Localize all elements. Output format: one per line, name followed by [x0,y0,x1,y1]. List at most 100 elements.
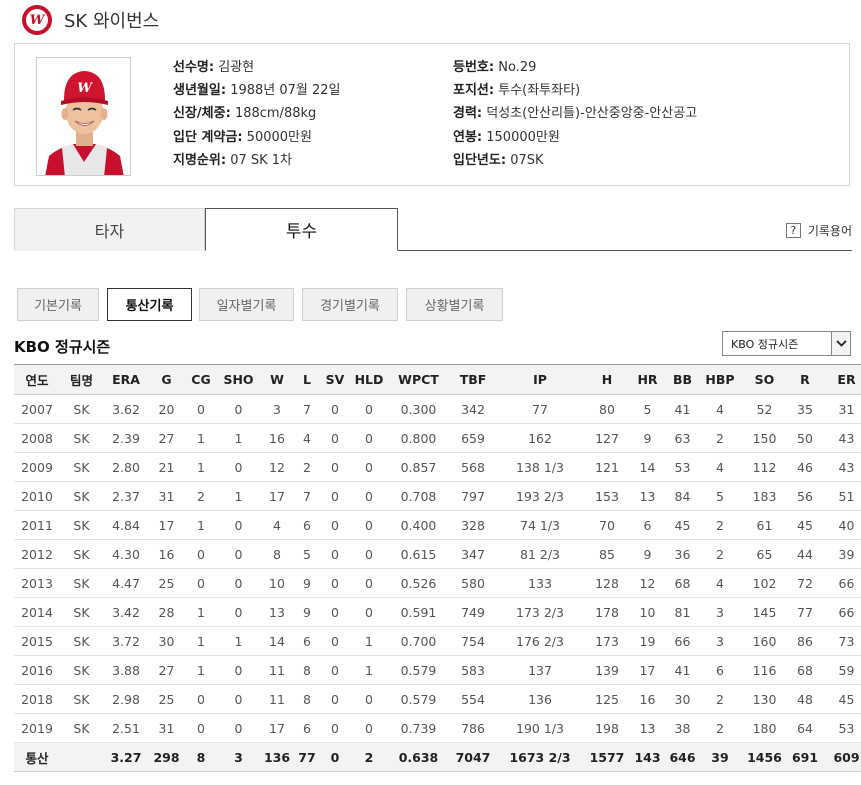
table-cell: 554 [450,684,496,714]
table-cell: 749 [450,597,496,627]
table-cell: 41 [665,394,700,424]
total-cell: 77 [295,742,319,772]
table-cell: 568 [450,452,496,482]
table-cell: 68 [789,655,821,685]
table-cell: 56 [789,481,821,511]
profile-fields-right: 등번호: No.29 포지션: 투수(좌투좌타) 경력: 덕성초(안산리틀)-안… [453,56,697,172]
table-cell: SK [60,423,103,453]
table-cell: 2015 [14,626,60,656]
tab-pitcher[interactable]: 투수 [205,208,398,251]
table-cell: 102 [740,568,789,598]
table-cell: 3 [700,626,740,656]
table-cell: 14 [630,452,665,482]
profile-row-career: 경력: 덕성초(안산리틀)-안산중앙중-안산공고 [453,106,698,122]
table-cell: 112 [740,452,789,482]
table-cell: 7 [295,481,319,511]
table-cell: 17 [259,481,295,511]
table-cell: 13 [630,713,665,743]
table-cell: 4 [700,568,740,598]
table-cell: 0 [218,655,259,685]
subtab-game[interactable]: 경기별기록 [302,288,398,321]
table-cell: 0 [184,713,218,743]
table-cell: 2018 [14,684,60,714]
table-cell: 0 [351,539,387,569]
total-cell: 통산 [14,742,60,772]
table-cell: 66 [665,626,700,656]
glossary-link[interactable]: ? 기록용어 [785,222,852,239]
table-cell: 81 [665,597,700,627]
subtab-basic[interactable]: 기본기록 [17,288,99,321]
table-cell: 13 [630,481,665,511]
column-header: HR [630,364,665,395]
subtab-situation[interactable]: 상황별기록 [406,288,503,321]
table-cell: 0 [218,394,259,424]
table-cell: 0 [184,684,218,714]
subtab-daily[interactable]: 일자별기록 [199,288,294,321]
table-cell: 43 [821,452,861,482]
subtab-career[interactable]: 통산기록 [107,288,192,321]
table-cell: 797 [450,481,496,511]
table-cell: 0 [218,568,259,598]
table-cell: 0.579 [387,684,450,714]
table-cell: 68 [665,568,700,598]
table-row: 2008 SK 2.39 27 1 1 16 4 0 0 0.800 659 162 127 9 63 2 150… [14,423,861,453]
table-cell: 0.579 [387,655,450,685]
profile-row-number: 등번호: No.29 [453,60,537,75]
table-cell: 6 [700,655,740,685]
table-cell: 12 [630,568,665,598]
main-tabs: 타자 투수 ? 기록용어 [14,208,852,251]
table-cell: 41 [665,655,700,685]
team-name: SK 와이번스 [64,11,160,32]
tab-baseline [14,250,852,251]
table-cell: 0 [351,481,387,511]
table-cell: 133 [496,568,584,598]
total-cell [60,742,103,772]
column-header: 연도 [14,364,60,395]
column-header: HBP [700,364,740,395]
table-cell: 17 [259,713,295,743]
table-cell: 2 [700,684,740,714]
table-cell: 2 [700,510,740,540]
total-cell: 3.27 [103,742,149,772]
table-cell: 11 [259,655,295,685]
table-cell: 0 [319,510,351,540]
table-row: 2010 SK 2.37 31 2 1 17 7 0 0 0.708 797 193 2/3 153 13 8… [14,481,861,511]
table-cell: 44 [789,539,821,569]
total-cell: 1456 [740,742,789,772]
table-cell: 0 [319,452,351,482]
table-cell: 27 [149,423,184,453]
table-cell: SK [60,481,103,511]
table-cell: 2012 [14,539,60,569]
column-header: BB [665,364,700,395]
table-cell: 2008 [14,423,60,453]
table-cell: 2016 [14,655,60,685]
table-cell: 0.700 [387,626,450,656]
season-select[interactable]: KBO 정규시즌 [722,331,851,356]
total-cell: 143 [630,742,665,772]
table-cell: 4 [295,423,319,453]
table-body: 2007 SK 3.62 20 0 0 3 7 0 0 0.300 342 77 80 5 41 4 52 35 31… [14,394,861,772]
table-cell: 3.42 [103,597,149,627]
table-cell: 2010 [14,481,60,511]
table-cell: 180 [740,713,789,743]
total-cell: 8 [184,742,218,772]
season-select-value: KBO 정규시즌 [731,337,799,351]
total-row: 통산 3.27 298 8 3 136 77 0 2 0.638 7047 1673 2/3 1577 1… [14,742,861,772]
table-cell: 1 [184,626,218,656]
profile-row-entry-year: 입단년도: 07SK [453,152,544,168]
total-cell: 298 [149,742,184,772]
table-cell: 10 [259,568,295,598]
profile-row-draft: 지명순위: 07 SK 1차 [173,152,293,168]
table-cell: 16 [259,423,295,453]
table-cell: 6 [295,713,319,743]
column-header: SHO [218,364,259,395]
table-cell: 0.708 [387,481,450,511]
tab-batter[interactable]: 타자 [14,208,205,251]
table-cell: 138 1/3 [496,452,584,482]
table-cell: 193 2/3 [496,481,584,511]
table-cell: 176 2/3 [496,626,584,656]
table-cell: 77 [789,597,821,627]
table-cell: 150 [740,423,789,453]
table-cell: 45 [821,684,861,714]
table-cell: 3 [259,394,295,424]
